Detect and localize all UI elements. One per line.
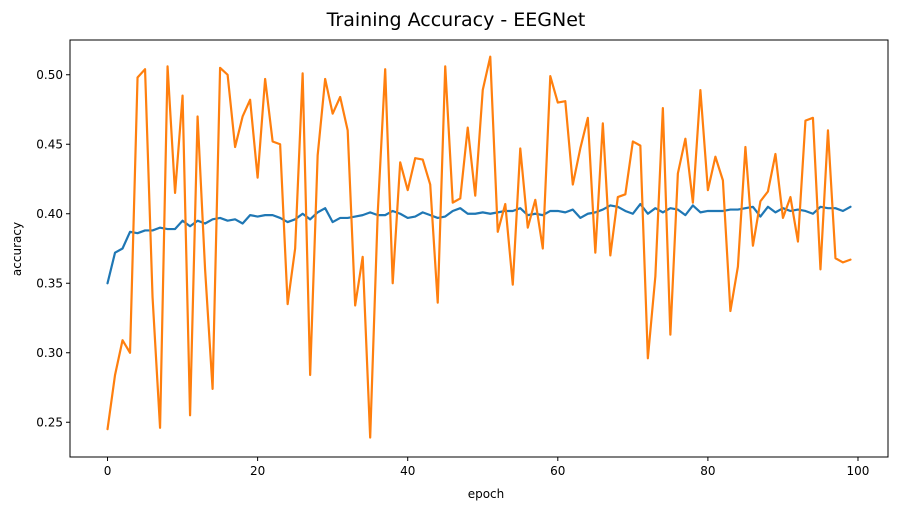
series-layer [106,55,852,439]
x-tick-label: 100 [847,464,870,478]
y-tick-label: 0.35 [36,276,63,290]
chart-title: Training Accuracy - EEGNet [326,9,586,31]
axes-frame [69,39,889,458]
x-tick-label: 0 [104,464,112,478]
series-line-2 [106,55,852,439]
x-tick-label: 40 [400,464,415,478]
x-tick-label: 80 [700,464,715,478]
series-line-1 [106,202,852,285]
axes-layer: 0 20 40 60 80 100 0.25 0.30 0.35 0.40 0.45 0.50 [36,39,889,478]
y-tick-label: 0.45 [36,137,63,151]
y-tick-label: 0.30 [36,346,63,360]
x-axis-label: epoch [468,487,505,501]
y-tick-label: 0.50 [36,68,63,82]
y-tick-label: 0.40 [36,207,63,221]
y-axis-label: accuracy [10,222,24,276]
x-tick-label: 60 [550,464,565,478]
x-tick-label: 20 [250,464,265,478]
y-tick-label: 0.25 [36,415,63,429]
